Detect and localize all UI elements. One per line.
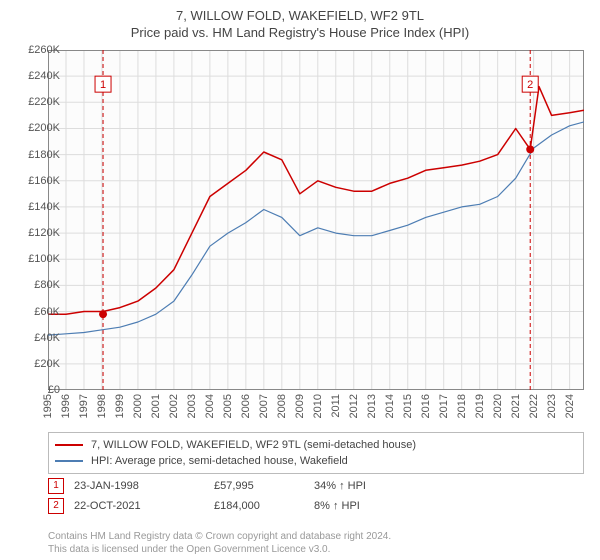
x-tick-label: 2009 bbox=[294, 394, 306, 418]
x-tick-label: 2008 bbox=[276, 394, 288, 418]
x-tick-label: 2006 bbox=[240, 394, 252, 418]
x-tick-label: 2003 bbox=[186, 394, 198, 418]
y-tick-label: £220K bbox=[10, 96, 60, 108]
attribution: Contains HM Land Registry data © Crown c… bbox=[48, 530, 584, 556]
annotation-date-1: 23-JAN-1998 bbox=[74, 480, 214, 492]
x-tick-label: 2024 bbox=[564, 394, 576, 418]
y-tick-label: £160K bbox=[10, 175, 60, 187]
x-tick-label: 2019 bbox=[474, 394, 486, 418]
chart-title: 7, WILLOW FOLD, WAKEFIELD, WF2 9TL bbox=[0, 0, 600, 23]
annotation-pct-1: 34% ↑ HPI bbox=[314, 480, 434, 492]
chart-plot-area: 12 bbox=[48, 50, 584, 390]
x-tick-label: 2012 bbox=[348, 394, 360, 418]
x-tick-label: 1998 bbox=[96, 394, 108, 418]
y-tick-label: £140K bbox=[10, 201, 60, 213]
svg-text:2: 2 bbox=[527, 79, 533, 91]
x-tick-label: 2023 bbox=[546, 394, 558, 418]
y-tick-label: £60K bbox=[10, 306, 60, 318]
x-tick-label: 2015 bbox=[402, 394, 414, 418]
x-tick-label: 2022 bbox=[528, 394, 540, 418]
annotation-marker-2: 2 bbox=[48, 498, 64, 514]
y-tick-label: £120K bbox=[10, 227, 60, 239]
x-tick-label: 2005 bbox=[222, 394, 234, 418]
annotation-pct-2: 8% ↑ HPI bbox=[314, 500, 434, 512]
attribution-line-1: Contains HM Land Registry data © Crown c… bbox=[48, 531, 391, 542]
x-tick-label: 2014 bbox=[384, 394, 396, 418]
legend-label-price-paid: 7, WILLOW FOLD, WAKEFIELD, WF2 9TL (semi… bbox=[91, 437, 416, 453]
legend: 7, WILLOW FOLD, WAKEFIELD, WF2 9TL (semi… bbox=[48, 432, 584, 474]
x-tick-label: 2002 bbox=[168, 394, 180, 418]
svg-text:1: 1 bbox=[100, 79, 106, 91]
x-tick-label: 2001 bbox=[150, 394, 162, 418]
legend-swatch-hpi bbox=[55, 460, 83, 462]
x-tick-label: 2004 bbox=[204, 394, 216, 418]
legend-row-price-paid: 7, WILLOW FOLD, WAKEFIELD, WF2 9TL (semi… bbox=[55, 437, 577, 453]
attribution-line-2: This data is licensed under the Open Gov… bbox=[48, 544, 330, 555]
x-tick-label: 2017 bbox=[438, 394, 450, 418]
y-tick-label: £100K bbox=[10, 253, 60, 265]
x-tick-label: 2020 bbox=[492, 394, 504, 418]
annotation-price-2: £184,000 bbox=[214, 500, 314, 512]
y-tick-label: £240K bbox=[10, 70, 60, 82]
x-tick-label: 2007 bbox=[258, 394, 270, 418]
y-tick-label: £20K bbox=[10, 358, 60, 370]
y-tick-label: £200K bbox=[10, 122, 60, 134]
x-tick-label: 2010 bbox=[312, 394, 324, 418]
annotation-date-2: 22-OCT-2021 bbox=[74, 500, 214, 512]
x-tick-label: 2016 bbox=[420, 394, 432, 418]
y-tick-label: £180K bbox=[10, 149, 60, 161]
x-tick-label: 2018 bbox=[456, 394, 468, 418]
legend-swatch-price-paid bbox=[55, 444, 83, 446]
y-tick-label: £260K bbox=[10, 44, 60, 56]
chart-subtitle: Price paid vs. HM Land Registry's House … bbox=[0, 23, 600, 46]
annotation-price-1: £57,995 bbox=[214, 480, 314, 492]
x-tick-label: 1996 bbox=[60, 394, 72, 418]
x-tick-label: 2000 bbox=[132, 394, 144, 418]
x-tick-label: 1999 bbox=[114, 394, 126, 418]
chart-svg: 12 bbox=[48, 50, 584, 390]
annotation-row-1: 1 23-JAN-1998 £57,995 34% ↑ HPI bbox=[48, 478, 584, 494]
x-tick-label: 2011 bbox=[330, 394, 342, 418]
x-tick-label: 1995 bbox=[42, 394, 54, 418]
x-tick-label: 1997 bbox=[78, 394, 90, 418]
annotation-marker-1: 1 bbox=[48, 478, 64, 494]
x-tick-label: 2013 bbox=[366, 394, 378, 418]
legend-label-hpi: HPI: Average price, semi-detached house,… bbox=[91, 453, 348, 469]
y-tick-label: £80K bbox=[10, 279, 60, 291]
x-tick-label: 2021 bbox=[510, 394, 522, 418]
legend-row-hpi: HPI: Average price, semi-detached house,… bbox=[55, 453, 577, 469]
annotation-row-2: 2 22-OCT-2021 £184,000 8% ↑ HPI bbox=[48, 498, 584, 514]
y-tick-label: £40K bbox=[10, 332, 60, 344]
